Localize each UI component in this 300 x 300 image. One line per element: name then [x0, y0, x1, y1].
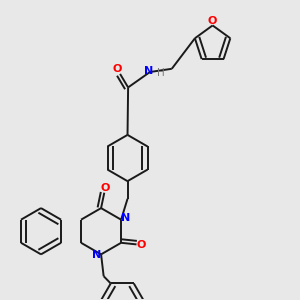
Text: O: O — [100, 183, 110, 193]
Text: H: H — [157, 68, 164, 78]
Text: O: O — [112, 64, 122, 74]
Text: O: O — [136, 240, 146, 250]
Text: N: N — [121, 213, 130, 223]
Text: N: N — [92, 250, 101, 260]
Text: N: N — [144, 66, 153, 76]
Text: O: O — [208, 16, 217, 26]
